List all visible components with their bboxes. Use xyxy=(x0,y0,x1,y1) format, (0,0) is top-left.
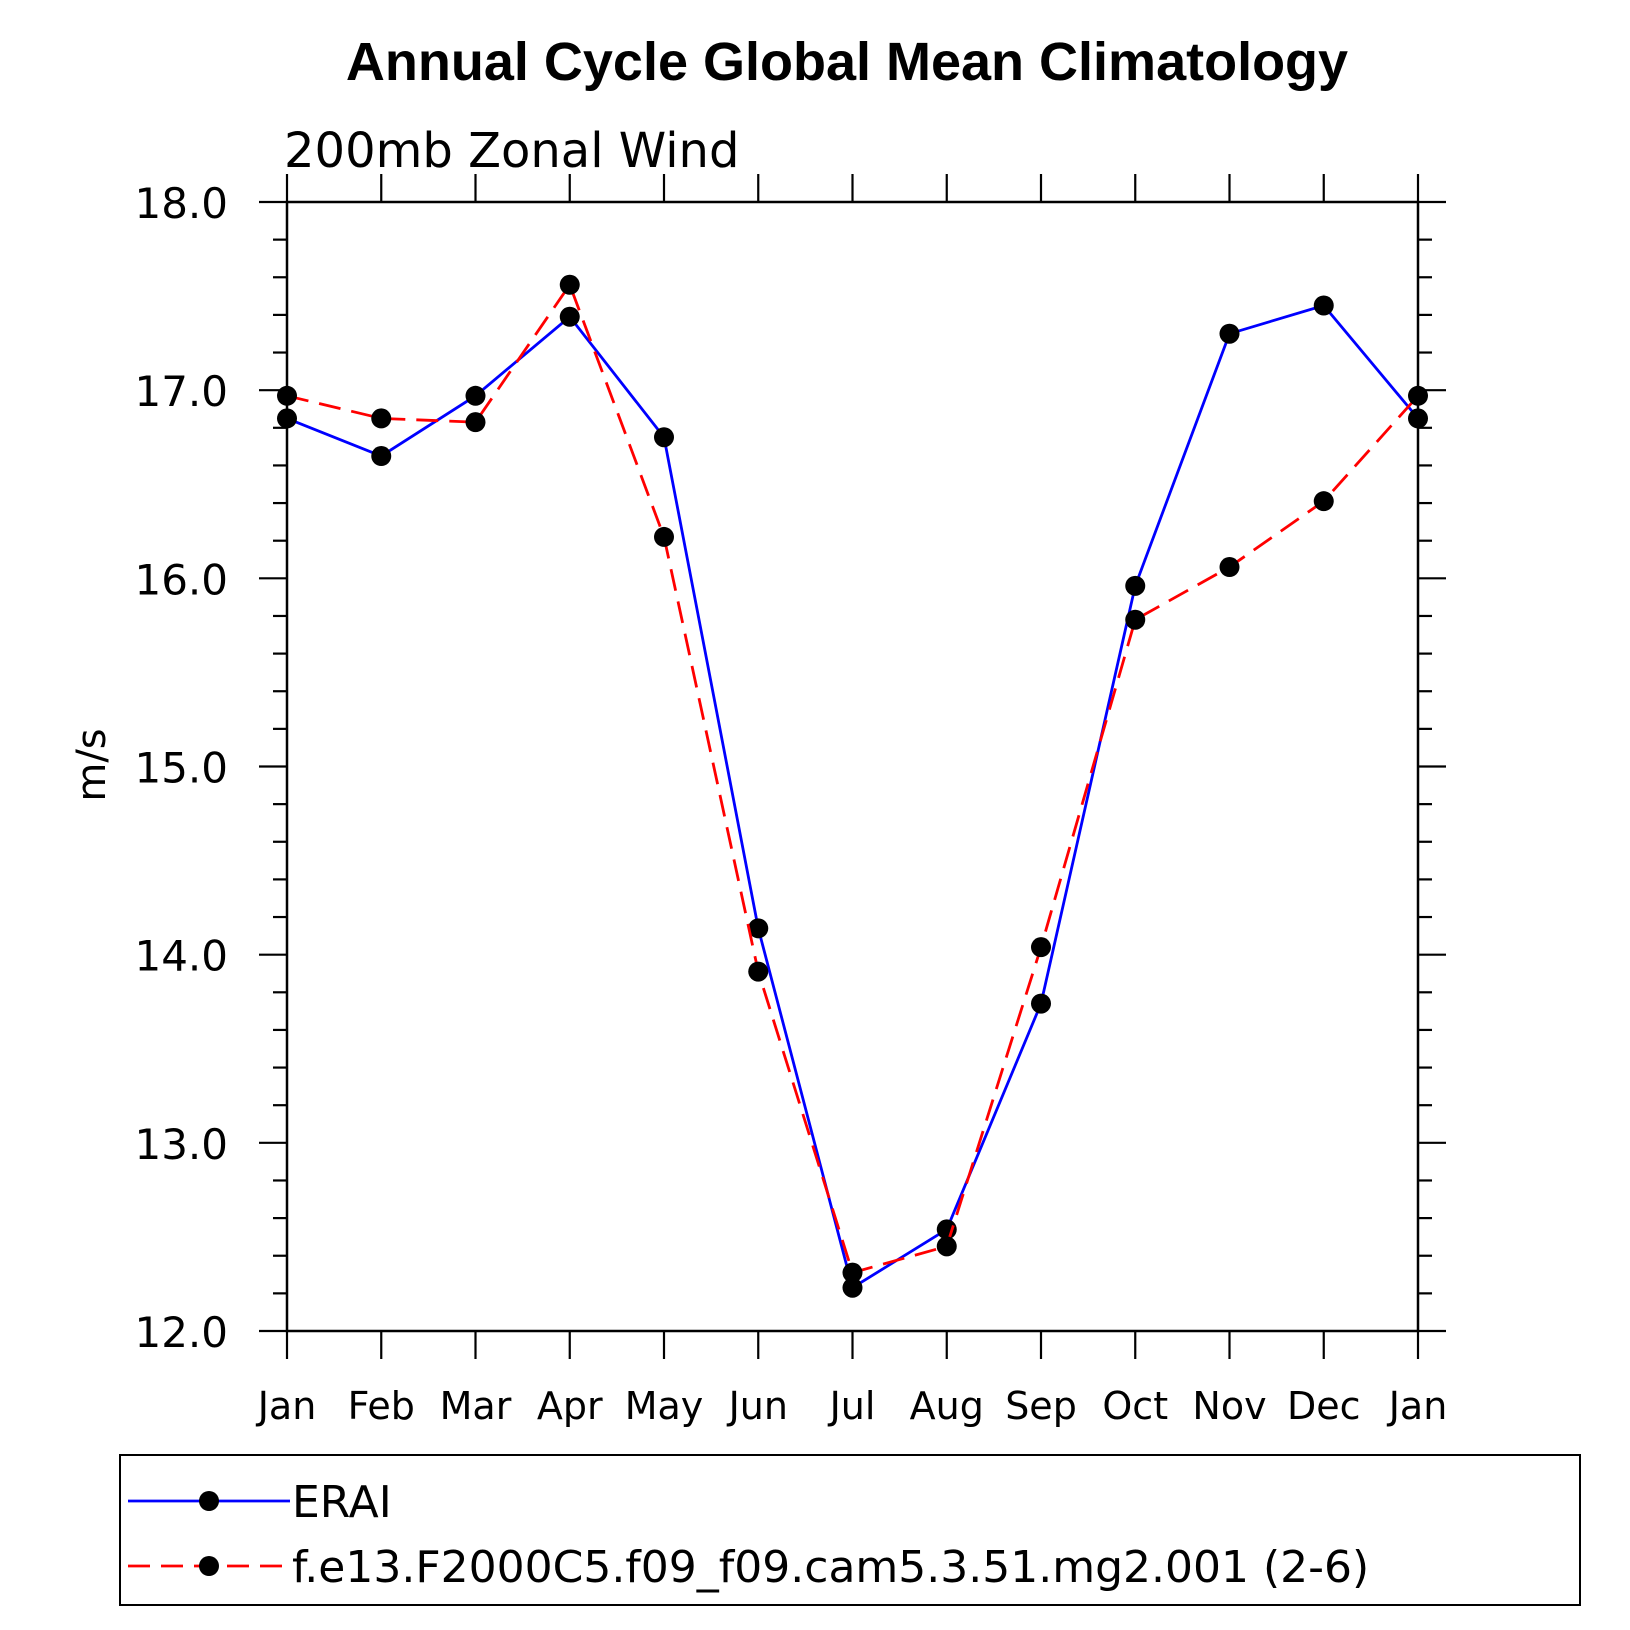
x-tick-label: Jan xyxy=(1387,1384,1448,1428)
axis-ticks xyxy=(259,174,1446,1359)
data-point xyxy=(1313,491,1334,512)
y-tick-labels: 12.0 13.0 14.0 15.0 16.0 17.0 18.0 xyxy=(134,179,228,1357)
x-tick-label: Mar xyxy=(440,1384,512,1428)
y-tick-label: 12.0 xyxy=(134,1308,228,1357)
y-tick-label: 14.0 xyxy=(134,932,228,981)
data-point xyxy=(748,918,769,939)
chart-subtitle: 200mb Zonal Wind xyxy=(284,123,739,179)
data-point xyxy=(371,446,392,467)
data-point xyxy=(1219,323,1240,344)
data-point xyxy=(1219,557,1240,578)
legend-marker xyxy=(199,1491,219,1511)
legend-marker xyxy=(199,1556,219,1576)
data-point xyxy=(936,1236,957,1257)
series-line xyxy=(286,281,1420,1275)
y-tick-label: 16.0 xyxy=(134,555,228,604)
legend-item: ERAI xyxy=(128,1477,392,1528)
data-point xyxy=(1031,993,1051,1014)
legend-box xyxy=(119,1454,1581,1606)
y-axis-label: m/s xyxy=(69,728,115,801)
x-tick-label: Dec xyxy=(1287,1384,1361,1428)
y-tick-label: 13.0 xyxy=(134,1120,228,1169)
data-point xyxy=(1125,575,1146,596)
x-tick-labels: Jan Feb Mar Apr May Jun Jul Aug Sep Oct Nov Dec Jan xyxy=(256,1384,1448,1428)
data-point xyxy=(654,427,674,448)
x-tick-label: Jun xyxy=(727,1384,788,1428)
legend-label: ERAI xyxy=(292,1477,392,1528)
x-tick-label: Oct xyxy=(1102,1384,1168,1428)
data-point xyxy=(1031,937,1051,958)
data-point xyxy=(559,274,580,295)
x-tick-label: Feb xyxy=(348,1384,415,1428)
data-point xyxy=(465,412,486,433)
data-point xyxy=(559,306,580,327)
legend-label: f.e13.F2000C5.f09_f09.cam5.3.51.mg2.001 … xyxy=(292,1542,1369,1593)
y-tick-label: 15.0 xyxy=(134,744,228,793)
x-tick-label: May xyxy=(625,1384,704,1428)
series-line xyxy=(286,303,1420,1290)
series-2 xyxy=(277,274,1428,1283)
x-tick-label: Sep xyxy=(1005,1384,1077,1428)
data-point xyxy=(654,526,674,547)
data-point xyxy=(748,961,769,982)
x-tick-label: Apr xyxy=(537,1384,603,1428)
series-1 xyxy=(277,295,1428,1298)
data-point xyxy=(1313,295,1334,316)
data-point xyxy=(465,385,486,406)
legend-item: f.e13.F2000C5.f09_f09.cam5.3.51.mg2.001 … xyxy=(128,1542,1369,1593)
x-tick-label: Nov xyxy=(1192,1384,1266,1428)
data-point xyxy=(842,1262,863,1283)
x-tick-label: Jan xyxy=(256,1384,317,1428)
series-layer xyxy=(277,274,1428,1298)
plot-frame xyxy=(285,200,1420,1333)
x-tick-label: Jul xyxy=(828,1384,876,1428)
y-tick-label: 17.0 xyxy=(134,367,228,416)
data-point xyxy=(842,1277,863,1298)
legend: ERAI f.e13.F2000C5.f09_f09.cam5.3.51.mg2.… xyxy=(119,1454,1581,1606)
x-tick-label: Aug xyxy=(910,1384,984,1428)
data-point xyxy=(1125,609,1146,630)
y-tick-label: 18.0 xyxy=(134,179,228,228)
data-point xyxy=(371,408,392,429)
chart-title: Annual Cycle Global Mean Climatology xyxy=(346,32,1348,92)
